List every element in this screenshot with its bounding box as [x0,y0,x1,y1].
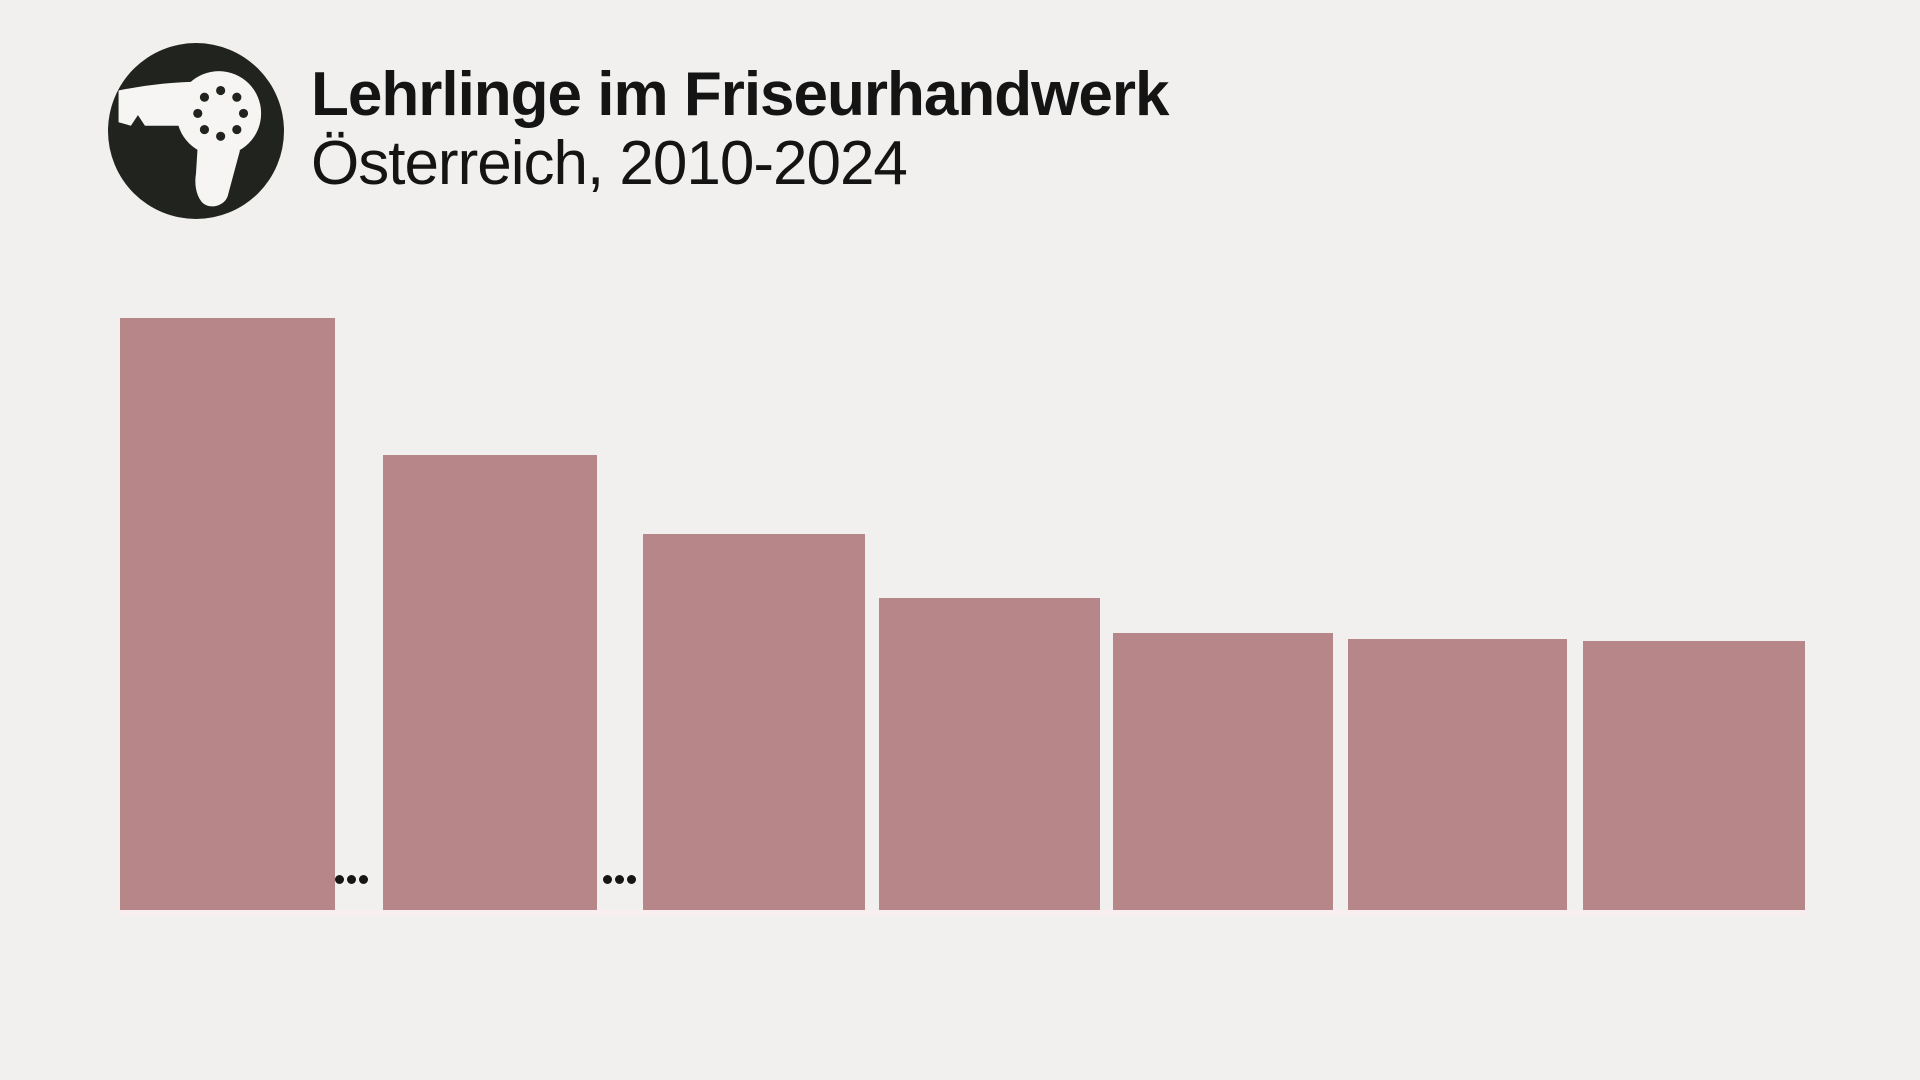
bar-2021 [879,598,1100,910]
bar-2015 [383,455,597,910]
baseline-strip [120,910,1805,916]
header: Lehrlinge im Friseurhandwerk Österreich,… [0,0,1920,240]
ellipsis-dot [335,875,344,884]
gap-ellipsis-1 [335,875,368,884]
ellipsis-dot [615,875,624,884]
ellipsis-dot [359,875,368,884]
ellipsis-dot [627,875,636,884]
ellipsis-dot [347,875,356,884]
chart-title: Lehrlinge im Friseurhandwerk [311,60,1169,129]
bar-2022 [1113,633,1333,910]
ellipsis-dot [603,875,612,884]
gap-ellipsis-2 [603,875,636,884]
bar-2024 [1583,641,1805,910]
logo [108,42,284,220]
hair-dryer-icon [108,43,284,219]
bar-2010 [120,318,335,910]
chart-subtitle: Österreich, 2010-2024 [311,129,908,198]
bar-2023 [1348,639,1567,910]
bar-2020 [643,534,865,910]
